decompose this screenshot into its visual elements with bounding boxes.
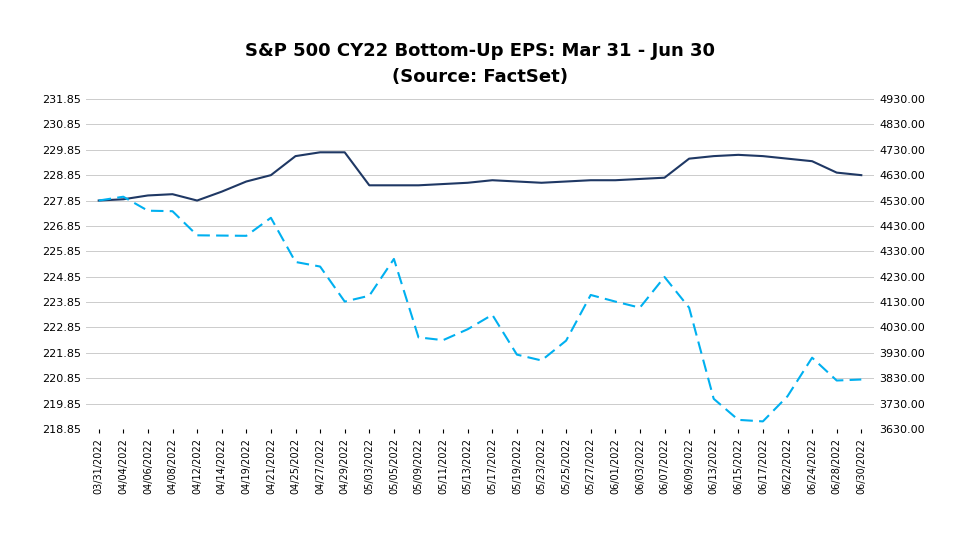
Title: S&P 500 CY22 Bottom-Up EPS: Mar 31 - Jun 30
(Source: FactSet): S&P 500 CY22 Bottom-Up EPS: Mar 31 - Jun… <box>245 42 715 86</box>
